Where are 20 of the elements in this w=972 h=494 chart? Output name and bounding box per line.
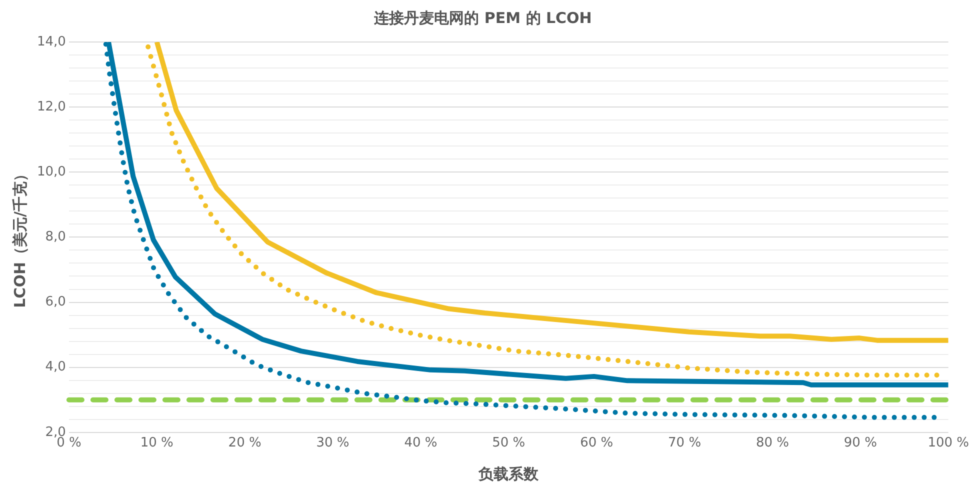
chart-title: 连接丹麦电网的 PEM 的 LCOH <box>373 8 592 27</box>
y-axis-title: LCOH（美元/千克） <box>10 166 29 308</box>
y-tick-label: 8,0 <box>45 230 66 245</box>
x-tick-label: 60 % <box>580 436 614 451</box>
y-tick-label: 12,0 <box>36 99 66 114</box>
x-tick-label: 30 % <box>316 436 350 451</box>
y-tick-label: 10,0 <box>36 164 66 180</box>
x-tick-label: 70 % <box>668 436 702 451</box>
x-tick-label: 40 % <box>404 436 438 451</box>
y-tick-label: 14,0 <box>36 34 66 50</box>
y-tick-label: 6,0 <box>45 294 66 310</box>
x-tick-label: 20 % <box>228 436 262 451</box>
x-tick-label: 90 % <box>844 436 877 451</box>
x-axis-title: 负载系数 <box>478 464 540 483</box>
x-tick-label: 100 % <box>928 436 970 451</box>
x-tick-label: 10 % <box>140 436 174 451</box>
x-tick-label: 0 % <box>56 436 82 451</box>
y-tick-label: 4,0 <box>45 360 66 375</box>
x-tick-label: 50 % <box>492 436 526 451</box>
x-tick-label: 80 % <box>756 436 789 451</box>
